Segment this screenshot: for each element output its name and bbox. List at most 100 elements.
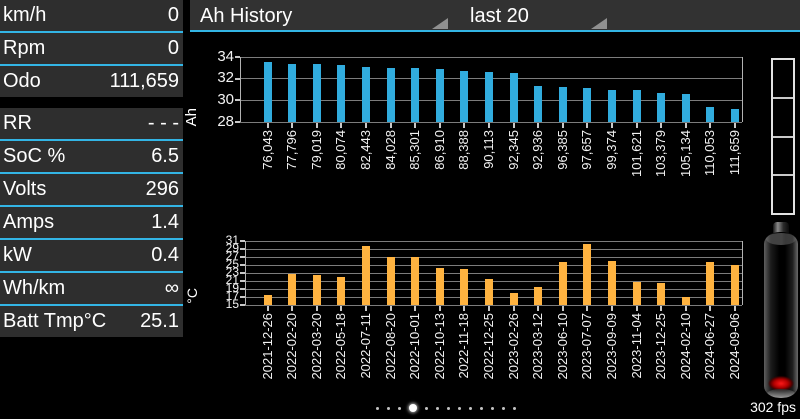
history-type-label: Ah History xyxy=(200,5,293,27)
bar xyxy=(681,296,690,305)
y-tick-label: 17 xyxy=(225,289,239,304)
bar xyxy=(288,63,297,122)
telemetry-row-km-h[interactable]: km/h 0 xyxy=(0,0,183,33)
telemetry-label: Wh/km xyxy=(3,277,66,299)
dropdown-triangle-icon xyxy=(432,18,448,29)
telemetry-row-odo[interactable]: Odo 111,659 xyxy=(0,66,183,97)
bar xyxy=(681,93,690,122)
y-tick-label: 19 xyxy=(225,281,239,296)
dropdown-triangle-icon xyxy=(591,18,607,29)
gridline xyxy=(245,288,742,290)
gridline xyxy=(245,304,742,306)
x-tick xyxy=(709,123,712,128)
telemetry-row-amps[interactable]: Amps 1.4 xyxy=(0,207,183,240)
x-tick xyxy=(586,123,589,128)
x-tick-label: 2023-06-10 xyxy=(554,313,570,380)
telemetry-label: SoC % xyxy=(3,145,66,167)
x-tick-label: 2023-09-09 xyxy=(603,313,619,380)
x-tick-label: 2022-03-20 xyxy=(308,313,324,380)
telemetry-row-volts[interactable]: Volts 296 xyxy=(0,174,183,207)
x-tick xyxy=(291,123,294,128)
gridline xyxy=(240,121,742,123)
x-tick xyxy=(266,306,269,311)
gridline xyxy=(245,248,742,250)
y-tick xyxy=(240,272,245,274)
gridline xyxy=(245,272,742,274)
telemetry-value: 0.4 xyxy=(151,244,179,266)
x-tick-label: 2022-05-18 xyxy=(333,313,349,380)
y-tick xyxy=(240,304,245,306)
telemetry-row-wh-km[interactable]: Wh/km ∞ xyxy=(0,273,183,306)
y-tick-label: 30 xyxy=(217,91,234,109)
telemetry-row-rpm[interactable]: Rpm 0 xyxy=(0,33,183,66)
page-dot xyxy=(480,406,483,410)
y-tick-label: 27 xyxy=(225,249,239,264)
x-tick xyxy=(586,306,589,311)
telemetry-row-rr[interactable]: RR - - - xyxy=(0,108,183,141)
bar xyxy=(509,293,518,305)
telemetry-value: 6.5 xyxy=(151,145,179,167)
x-tick xyxy=(684,306,687,311)
bar xyxy=(534,286,543,305)
bar xyxy=(706,261,715,305)
telemetry-row-kw[interactable]: kW 0.4 xyxy=(0,240,183,273)
bar xyxy=(411,68,420,122)
y-tick xyxy=(240,256,245,258)
gridline xyxy=(245,256,742,258)
x-tick-label: 2023-02-26 xyxy=(505,313,521,380)
x-tick xyxy=(512,306,515,311)
bar xyxy=(337,65,346,122)
bar xyxy=(411,256,420,305)
y-tick xyxy=(240,248,245,250)
page-dot xyxy=(458,406,461,410)
history-type-dropdown[interactable]: Ah History xyxy=(190,0,448,30)
telemetry-row-soc[interactable]: SoC % 6.5 xyxy=(0,141,183,174)
x-tick xyxy=(512,123,515,128)
x-tick-label: 2024-02-10 xyxy=(677,313,693,380)
x-tick xyxy=(389,306,392,311)
bar xyxy=(386,256,395,305)
x-tick-label: 2022-08-20 xyxy=(382,313,398,380)
gauge-segment xyxy=(773,176,793,213)
x-tick xyxy=(635,123,638,128)
x-tick-label: 2021-12-26 xyxy=(259,313,275,380)
x-tick xyxy=(660,123,663,128)
bar xyxy=(337,276,346,305)
range-dropdown[interactable]: last 20 xyxy=(460,0,607,30)
x-tick xyxy=(537,306,540,311)
y-tick xyxy=(235,56,240,58)
bar xyxy=(730,265,739,305)
battery-segment-gauge xyxy=(771,58,795,215)
y-tick xyxy=(240,288,245,290)
x-tick xyxy=(733,123,736,128)
bar xyxy=(312,64,321,122)
x-tick xyxy=(610,306,613,311)
topbar: Ah History last 20 xyxy=(190,0,800,32)
x-tick xyxy=(364,123,367,128)
battery-low-level-glow xyxy=(768,376,794,391)
page-dot xyxy=(513,406,516,410)
y-tick-label: 23 xyxy=(225,265,239,280)
bar xyxy=(460,71,469,122)
x-tick xyxy=(291,306,294,311)
x-tick xyxy=(463,306,466,311)
telemetry-label: kW xyxy=(3,244,32,266)
y-tick xyxy=(235,77,240,80)
telemetry-value: 111,659 xyxy=(109,70,179,92)
x-tick xyxy=(340,123,343,128)
page-dot xyxy=(447,406,450,410)
telemetry-label: km/h xyxy=(3,4,47,26)
telemetry-row-batt-tmp-c[interactable]: Batt Tmp°C 25.1 xyxy=(0,306,183,337)
x-tick-label: 2022-10-01 xyxy=(407,313,423,380)
telemetry-label: Amps xyxy=(3,211,55,233)
bar xyxy=(632,90,641,122)
x-tick xyxy=(487,306,490,311)
bar xyxy=(534,85,543,122)
x-tick-label: 2023-07-07 xyxy=(579,313,595,380)
page-indicator-dots[interactable] xyxy=(376,401,516,415)
y-tick-label: 25 xyxy=(225,257,239,272)
telemetry-sidebar: km/h 0 Rpm 0 Odo 111,659 RR - - - SoC % 6.5 Volts 2… xyxy=(0,0,183,337)
bar xyxy=(263,295,272,305)
x-tick xyxy=(561,306,564,311)
